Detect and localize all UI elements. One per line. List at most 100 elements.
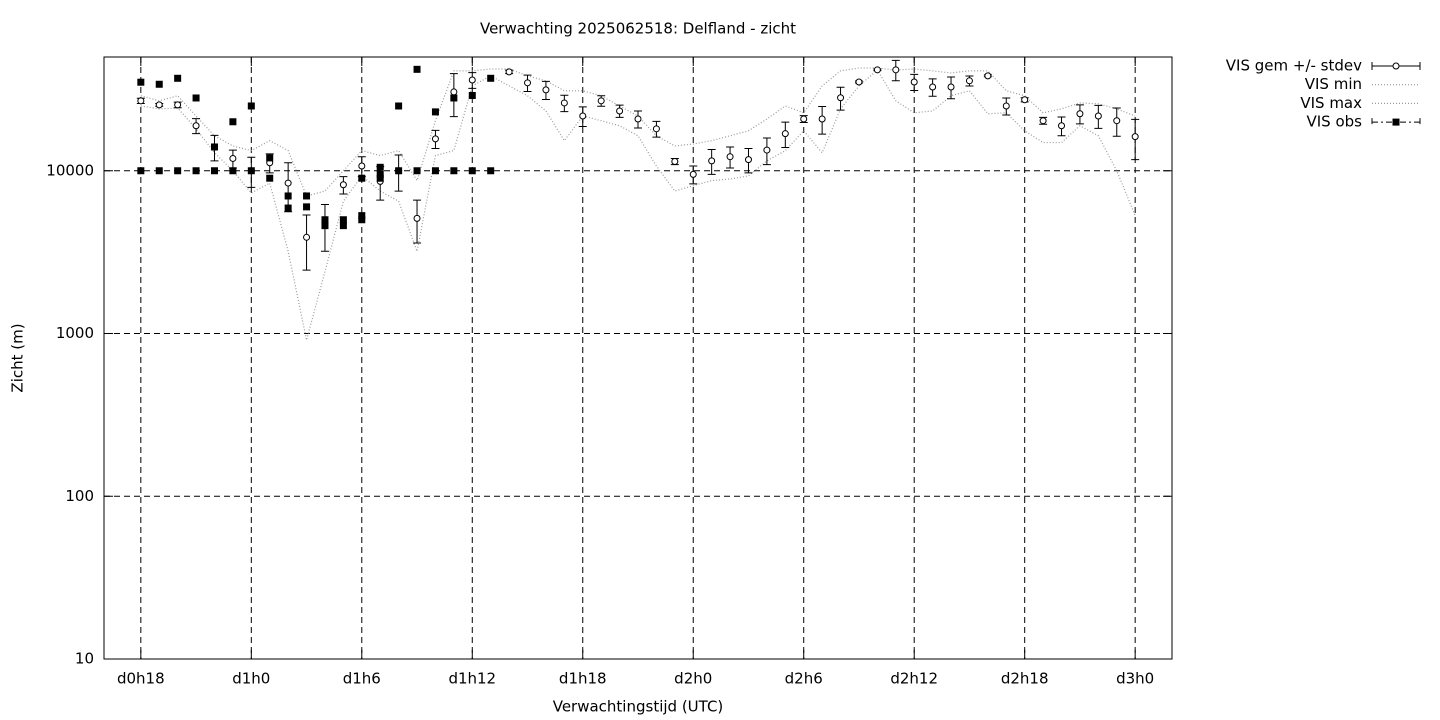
point [450,88,458,96]
x-tick-label: d2h0 [674,670,712,688]
point [303,203,311,211]
point [137,167,145,175]
point [266,174,274,182]
point [1113,117,1121,125]
point [358,216,366,224]
point [781,130,789,138]
point [137,97,145,105]
point [174,167,182,175]
x-tick-label: d1h0 [232,670,270,688]
point [505,68,513,76]
point [1002,102,1010,110]
point [413,167,421,175]
point [873,66,881,74]
point [616,107,624,115]
point [542,86,550,94]
point [744,156,752,164]
point [358,212,366,220]
point [524,79,532,87]
point [965,77,973,85]
point [431,135,439,143]
legend-label: VIS min [1305,75,1362,93]
point [1058,122,1066,130]
point [450,167,458,175]
point [431,108,439,116]
x-tick-label: d2h6 [785,670,823,688]
point [284,192,292,200]
point [192,122,200,130]
point [708,157,716,165]
point [487,74,495,82]
legend-swatch [1392,62,1400,70]
point [910,78,918,86]
point [229,118,237,126]
point [929,83,937,91]
point [210,167,218,175]
point [247,102,255,110]
point [597,97,605,105]
point [192,94,200,102]
plot-border [103,56,1173,660]
point [560,99,568,107]
y-tick-label: 10000 [46,161,94,179]
point [229,167,237,175]
point [376,174,384,182]
point [339,222,347,230]
point [303,233,311,241]
point [1021,96,1029,104]
point [376,163,384,171]
point [634,115,642,123]
point [229,154,237,162]
error-bar [284,162,293,213]
x-tick-label: d1h18 [559,670,607,688]
point [303,192,311,200]
point [1076,110,1084,118]
y-tick-label: 1000 [56,324,94,342]
point [763,146,771,154]
legend-label: VIS obs [1307,113,1363,131]
point [413,214,421,222]
x-tick-label: d2h18 [1001,670,1049,688]
legend-label: VIS max [1300,94,1362,112]
point [450,94,458,102]
point [855,78,863,86]
point [266,154,274,162]
point [395,102,403,110]
error-bar [302,214,311,271]
point [155,80,163,88]
point [413,65,421,73]
point [284,204,292,212]
point [321,222,329,230]
point [652,125,660,133]
point [468,167,476,175]
point [1094,112,1102,120]
point [358,162,366,170]
point [155,101,163,109]
point [192,167,200,175]
point [818,115,826,123]
y-axis-label: Zicht (m) [9,323,27,392]
point [689,170,697,178]
point [579,112,587,120]
point [174,74,182,82]
point [358,174,366,182]
point [339,216,347,224]
y-tick-label: 10 [75,650,94,668]
point [210,143,218,151]
chart-title: Verwachting 2025062518: Delfland - zicht [480,20,796,38]
point [947,83,955,91]
point [800,115,808,123]
point [174,101,182,109]
point [671,157,679,165]
point [892,66,900,74]
y-tick-label: 100 [65,487,94,505]
x-tick-label: d0h18 [117,670,165,688]
point [1131,133,1139,141]
point [339,181,347,189]
point [1039,117,1047,125]
point [376,170,384,178]
point [155,167,163,175]
legend-swatch [1392,118,1400,126]
point [431,167,439,175]
